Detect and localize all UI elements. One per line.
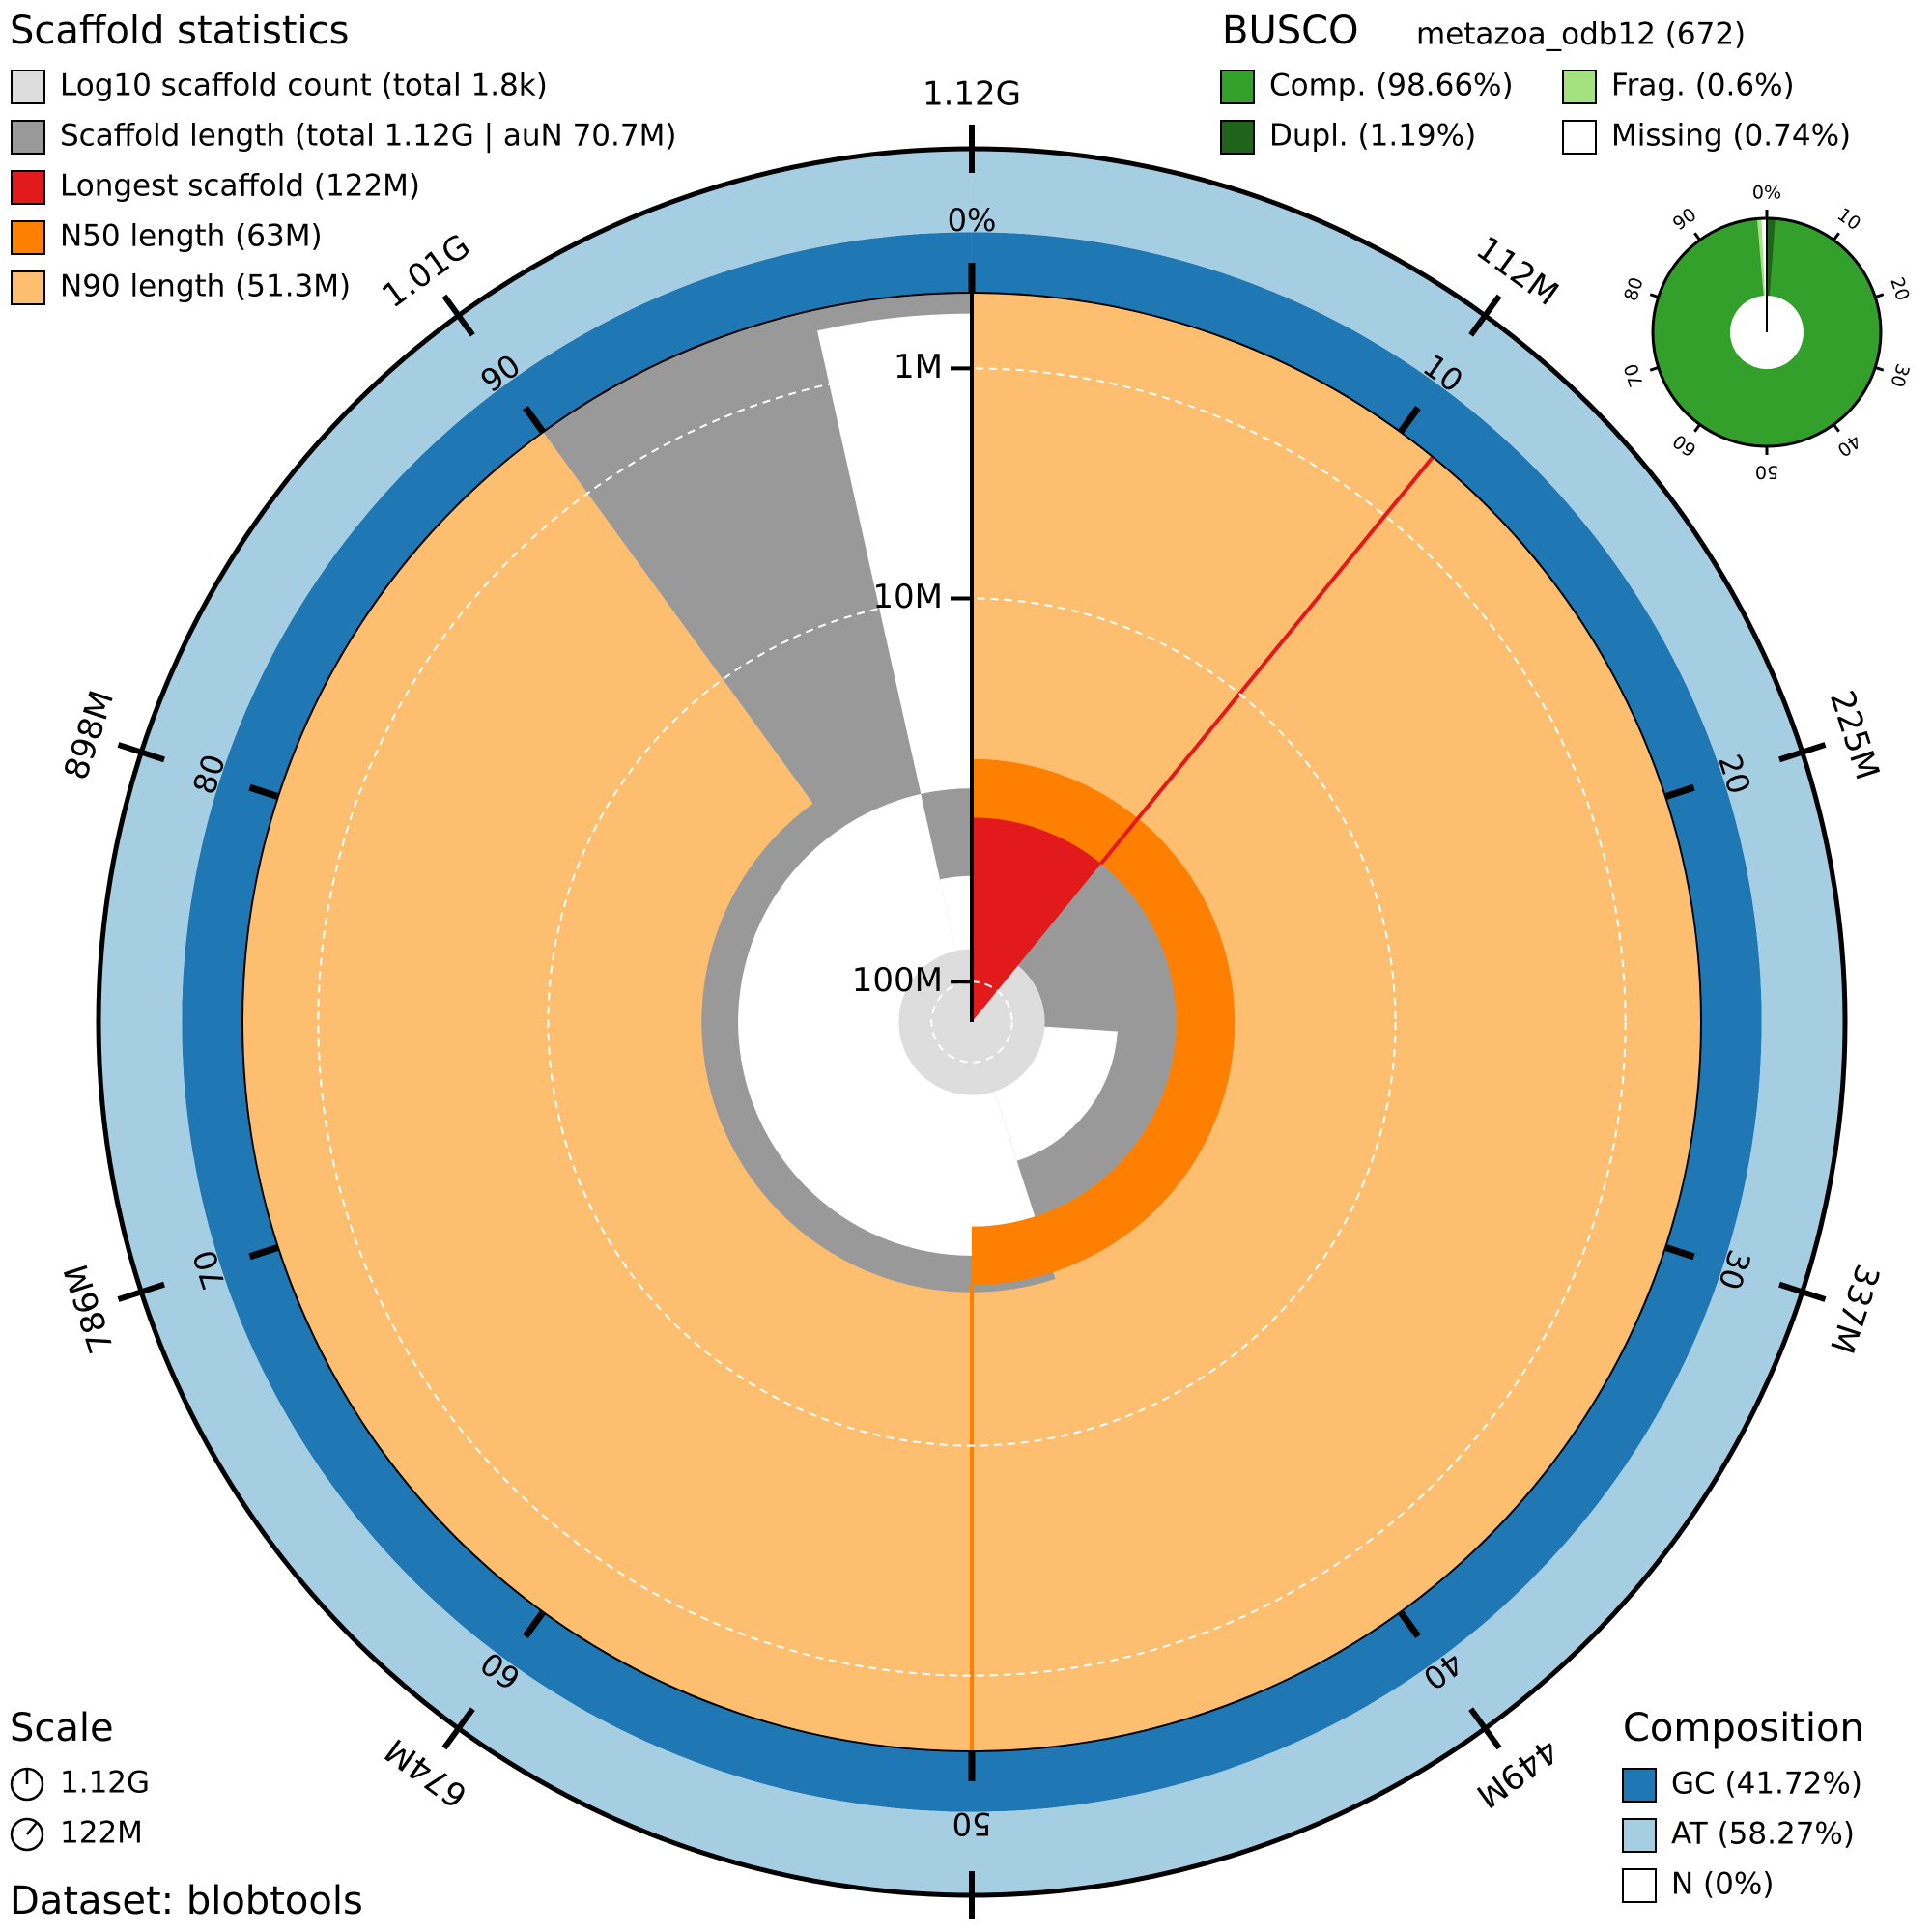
composition-swatch [1622,1768,1657,1803]
percent-tick [523,1610,546,1638]
grid-circle [547,597,1397,1447]
grid-circle [317,367,1627,1677]
outer-tick-label: 561M [926,1931,1017,1932]
busco-swatch [1562,70,1597,104]
scale-label: 122M [60,1816,143,1851]
composition-label: AT (58.27%) [1671,1817,1855,1852]
busco-tick-label: 50 [1755,462,1778,483]
busco-swatch [1562,120,1597,155]
busco-label: Frag. (0.6%) [1611,69,1795,103]
longest-line [1099,454,1435,866]
scale-label: 1.12G [60,1766,150,1801]
busco-title: BUSCO [1222,9,1359,53]
busco-tick [1693,232,1701,242]
legend-label: Longest scaffold (122M) [60,169,420,204]
composition-swatch [1622,1868,1657,1903]
outer-tick [117,742,165,763]
busco-tick [1833,232,1840,242]
percent-tick [523,406,546,434]
percent-tick [1664,783,1695,800]
legend-swatch [11,220,45,255]
busco-label: Missing (0.74%) [1611,119,1851,154]
busco-swatch [1220,70,1255,104]
composition-label: GC (41.72%) [1671,1767,1862,1802]
scaffold-gap [738,793,1044,1256]
outer-tick [1468,294,1502,337]
busco-wedge [1767,218,1776,297]
r-tick-label: 10M [872,578,943,616]
busco-wedge [1653,218,1881,446]
legend-swatch [11,170,45,205]
scaffold-gap [817,313,972,794]
busco-swatch [1220,120,1255,155]
busco-tick-label: 0% [1752,183,1781,204]
percent-tick [248,1244,279,1261]
longest-wedge [972,817,1101,1022]
percent-tick [1398,1610,1421,1638]
busco-label: Dupl. (1.19%) [1269,119,1476,154]
percent-tick [248,783,279,800]
legend-swatch [11,70,45,104]
n50-ring [972,758,1236,1286]
percent-tick [1398,406,1421,434]
percent-tick [1664,1244,1695,1261]
busco-wedge [1757,218,1766,297]
composition-title: Composition [1623,1706,1864,1750]
legend-swatch [11,120,45,155]
outer-tick [441,294,475,337]
percent-tick-label: 0% [948,202,997,239]
outer-tick [1778,742,1827,763]
busco-tick [1649,366,1660,372]
legend-label: Scaffold length (total 1.12G | auN 70.7M… [60,119,676,154]
scale-icon-hand [26,1821,39,1835]
busco-tick [1874,293,1885,298]
busco-tick [1693,423,1701,433]
outer-tick [1468,1707,1502,1750]
busco-tick [1874,366,1885,372]
legend-swatch [11,270,45,305]
r-tick-label: 1M [894,348,943,386]
r-tick-label: 100M [852,961,943,1000]
busco-lineage: metazoa_odb12 (672) [1416,17,1746,52]
legend-label: Log10 scaffold count (total 1.8k) [60,69,548,103]
outer-tick [117,1281,165,1302]
percent-tick-label: 50 [952,1805,992,1842]
outer-tick [1778,1281,1827,1302]
legend-label: N90 length (51.3M) [60,270,351,304]
busco-tick [1833,423,1840,433]
composition-label: N (0%) [1671,1867,1774,1902]
busco-label: Comp. (98.66%) [1269,69,1514,103]
composition-swatch [1622,1818,1657,1853]
outer-tick-label: 1.12G [923,75,1021,114]
outer-tick [441,1707,475,1750]
busco-wedge [1761,218,1767,297]
legend-title: Scaffold statistics [10,9,349,53]
dataset-label: Dataset: blobtools [10,1879,363,1923]
legend-label: N50 length (63M) [60,219,323,254]
busco-tick [1649,293,1660,298]
scale-icon [10,1817,44,1852]
scale-title: Scale [10,1706,114,1750]
